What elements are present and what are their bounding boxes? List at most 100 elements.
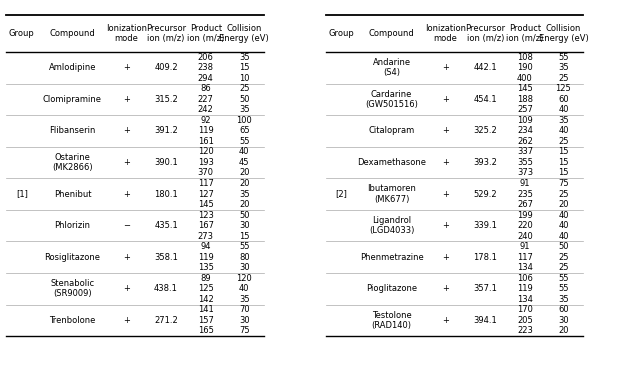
Text: 35: 35 [239,105,249,114]
Text: 55: 55 [558,284,569,293]
Text: 40: 40 [558,211,569,219]
Text: 157: 157 [198,316,213,325]
Text: 75: 75 [239,326,249,335]
Text: 60: 60 [558,305,569,314]
Text: +: + [442,95,449,104]
Text: 271.2: 271.2 [154,316,178,325]
Text: 25: 25 [558,74,569,83]
Text: 106: 106 [517,274,533,283]
Text: +: + [442,158,449,167]
Text: 206: 206 [198,53,213,62]
Text: Ionization
mode: Ionization mode [425,24,466,44]
Text: 20: 20 [239,169,249,177]
Text: 117: 117 [198,179,213,188]
Text: 125: 125 [556,84,571,93]
Text: 119: 119 [517,284,533,293]
Text: 20: 20 [558,200,569,209]
Text: 161: 161 [198,137,213,146]
Text: 220: 220 [517,221,533,230]
Text: 409.2: 409.2 [154,63,178,72]
Text: Ostarine
(MK2866): Ostarine (MK2866) [52,153,93,172]
Text: Group: Group [328,29,354,38]
Text: +: + [442,253,449,262]
Text: 55: 55 [239,242,249,251]
Text: 100: 100 [237,116,252,125]
Text: Ionization
mode: Ionization mode [106,24,147,44]
Text: 358.1: 358.1 [154,253,178,262]
Text: 391.2: 391.2 [154,126,178,136]
Text: 167: 167 [198,221,213,230]
Text: Trenbolone: Trenbolone [49,316,96,325]
Text: 50: 50 [558,242,569,251]
Text: 315.2: 315.2 [154,95,178,104]
Text: Dexamethasone: Dexamethasone [357,158,426,167]
Text: 91: 91 [520,179,530,188]
Text: 40: 40 [558,221,569,230]
Text: 325.2: 325.2 [473,126,497,136]
Text: 108: 108 [517,53,533,62]
Text: 142: 142 [198,295,213,304]
Text: +: + [123,253,129,262]
Text: 89: 89 [201,274,211,283]
Text: 188: 188 [517,95,533,104]
Text: 70: 70 [239,305,249,314]
Text: Product
ion (m/z): Product ion (m/z) [187,24,224,44]
Text: 75: 75 [558,179,569,188]
Text: 120: 120 [237,274,252,283]
Text: 35: 35 [239,189,249,199]
Text: 390.1: 390.1 [154,158,178,167]
Text: 15: 15 [239,63,249,72]
Text: Precursor
ion (m/z): Precursor ion (m/z) [465,24,505,44]
Text: 235: 235 [517,189,533,199]
Text: 373: 373 [517,169,533,177]
Text: 135: 135 [198,263,213,272]
Text: 205: 205 [517,316,533,325]
Text: Compound: Compound [369,29,415,38]
Text: Ibutamoren
(MK677): Ibutamoren (MK677) [367,184,416,204]
Text: 400: 400 [517,74,533,83]
Text: −: − [123,221,129,230]
Text: Amlodipine: Amlodipine [49,63,96,72]
Text: Product
ion (m/z): Product ion (m/z) [506,24,544,44]
Text: 134: 134 [517,295,533,304]
Text: 393.2: 393.2 [473,158,497,167]
Text: 91: 91 [520,242,530,251]
Text: 257: 257 [517,105,533,114]
Text: 357.1: 357.1 [473,284,497,293]
Text: 10: 10 [239,74,249,83]
Text: +: + [123,95,129,104]
Text: +: + [123,158,129,167]
Text: 55: 55 [239,137,249,146]
Text: 170: 170 [517,305,533,314]
Text: 294: 294 [198,74,213,83]
Text: 134: 134 [517,263,533,272]
Text: +: + [442,63,449,72]
Text: 190: 190 [517,63,533,72]
Text: 178.1: 178.1 [473,253,497,262]
Text: Group: Group [9,29,35,38]
Text: 92: 92 [201,116,211,125]
Text: 355: 355 [517,158,533,167]
Text: 119: 119 [198,126,213,136]
Text: 30: 30 [239,316,249,325]
Text: Rosiglitazone: Rosiglitazone [44,253,101,262]
Text: 50: 50 [239,211,249,219]
Text: 442.1: 442.1 [474,63,497,72]
Text: Phenmetrazine: Phenmetrazine [360,253,424,262]
Text: +: + [123,284,129,293]
Text: 20: 20 [239,179,249,188]
Text: +: + [442,126,449,136]
Text: 35: 35 [558,63,569,72]
Text: 125: 125 [198,284,213,293]
Text: +: + [123,316,129,325]
Text: 20: 20 [558,326,569,335]
Text: 337: 337 [517,147,533,156]
Text: 199: 199 [517,211,533,219]
Text: 25: 25 [558,253,569,262]
Text: 223: 223 [517,326,533,335]
Text: 117: 117 [517,253,533,262]
Text: 40: 40 [558,105,569,114]
Text: Pioglitazone: Pioglitazone [366,284,417,293]
Text: 35: 35 [558,116,569,125]
Text: 238: 238 [198,63,213,72]
